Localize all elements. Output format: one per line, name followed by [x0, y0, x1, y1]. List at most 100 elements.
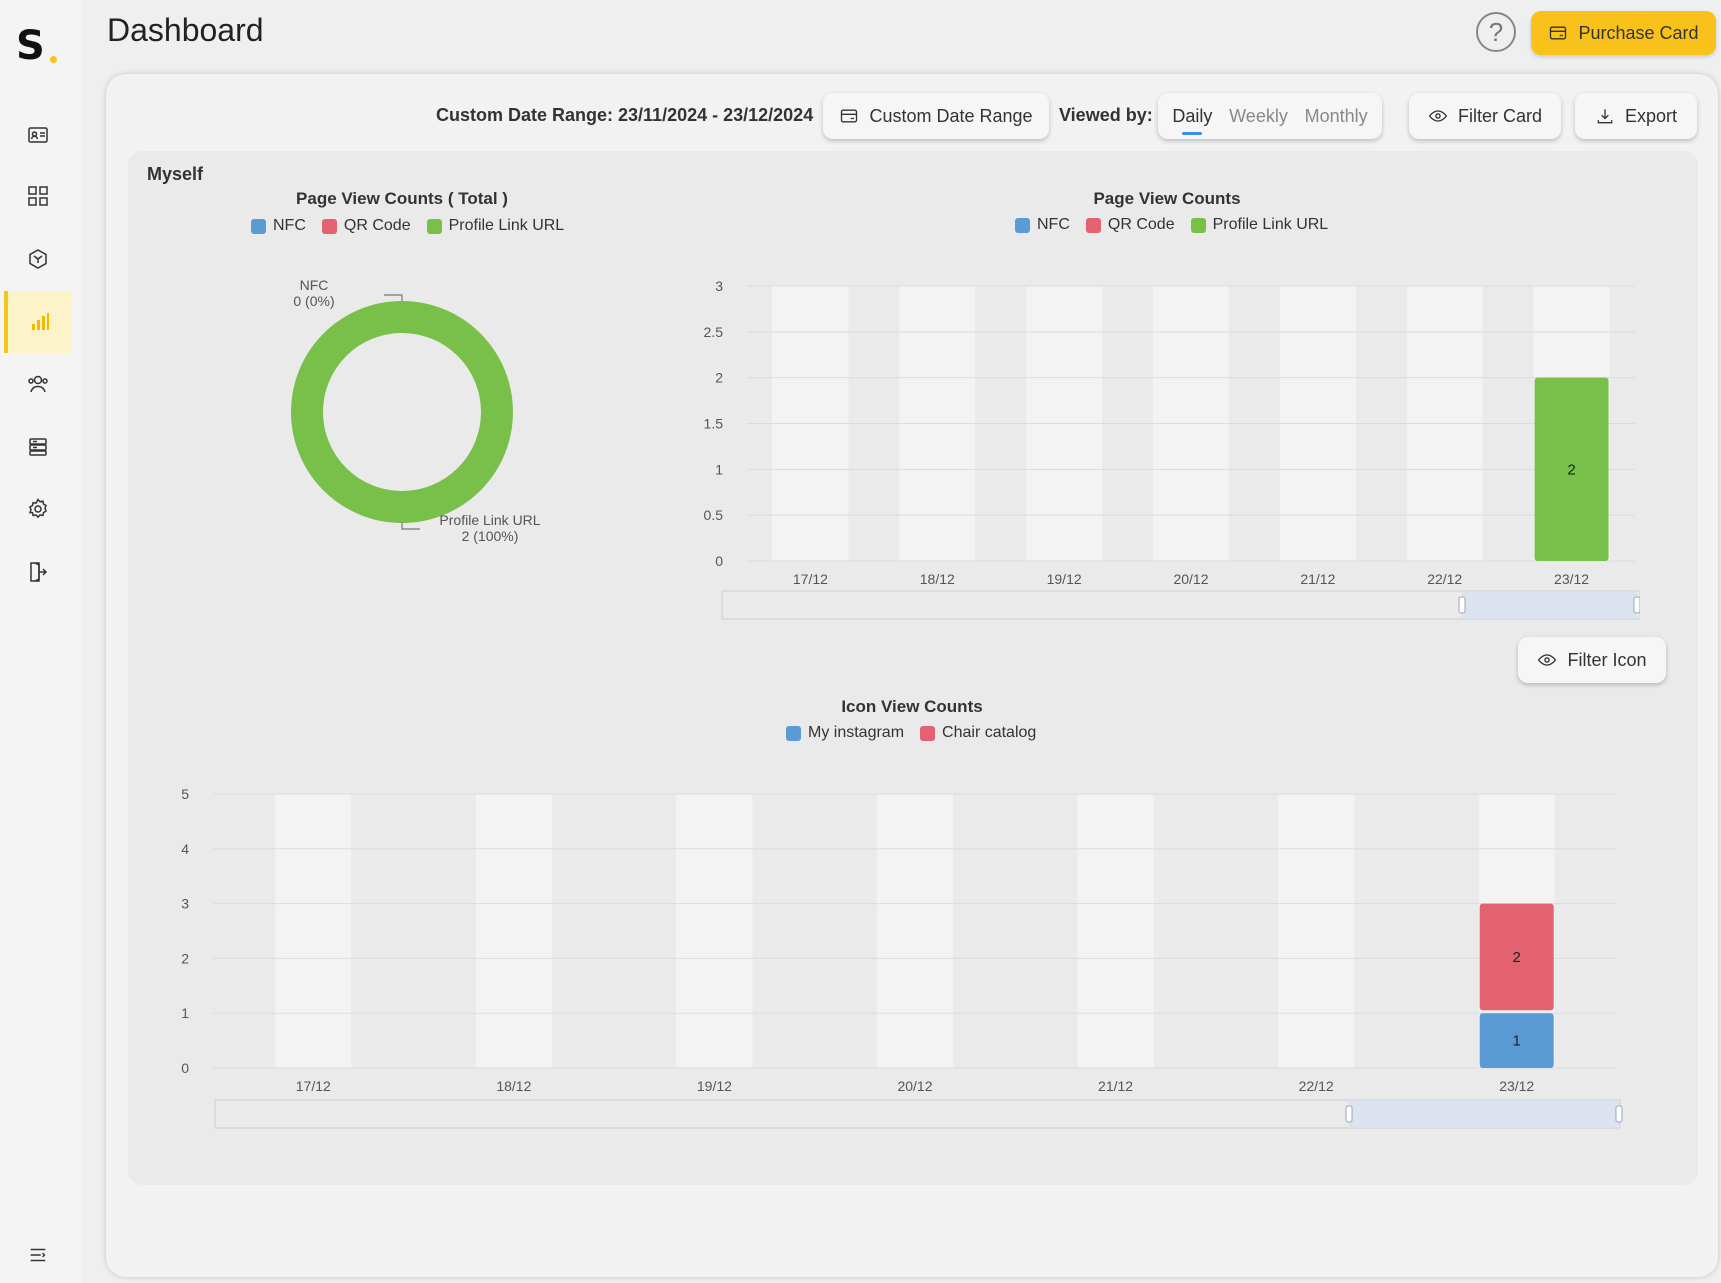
y-tick-label: 2 [181, 950, 189, 966]
legend-label: NFC [1037, 216, 1070, 233]
bar-background [475, 794, 552, 1068]
y-tick-label: 3 [715, 278, 723, 294]
donut-chart-title: Page View Counts ( Total ) [296, 189, 508, 208]
legend-item-nfc[interactable]: NFC [251, 217, 306, 235]
zoom-slider-handle-left[interactable] [1458, 596, 1466, 614]
y-tick-label: 3 [181, 896, 189, 912]
brand-logo-dot [50, 56, 57, 63]
panel-title: Myself [147, 164, 204, 184]
sidebar-item-settings[interactable] [4, 478, 71, 540]
dashboard-grid-icon [27, 186, 48, 206]
legend-swatch [321, 218, 337, 234]
collapse-sidebar-button[interactable] [26, 1243, 50, 1267]
donut-label-line-profile [401, 522, 420, 530]
x-tick-label: 22/12 [1299, 1078, 1334, 1094]
sidebar-item-analytics[interactable] [4, 291, 71, 353]
page-view-legend: NFC QR Code Profile Link URL [1015, 216, 1328, 234]
date-range-text: Custom Date Range: 23/11/2024 - 23/12/20… [436, 105, 814, 125]
x-tick-label: 19/12 [697, 1078, 732, 1094]
filter-icon-button[interactable]: Filter Icon [1518, 637, 1666, 683]
zoom-slider-handle-left[interactable] [1345, 1105, 1353, 1123]
legend-label: QR Code [1107, 216, 1175, 233]
legend-label: Chair catalog [942, 724, 1037, 741]
view-option-daily[interactable]: Daily [1172, 105, 1213, 135]
y-tick-label: 4 [181, 841, 189, 857]
page-view-chart-title: Page View Counts [1093, 189, 1241, 208]
gear-icon [28, 498, 47, 519]
filter-card-label: Filter Card [1457, 105, 1542, 126]
chart-bars: 12 [1479, 903, 1554, 1068]
x-tick-label: 23/12 [1554, 571, 1589, 587]
calendar-card-icon [841, 109, 858, 123]
bar-my-instagram[interactable] [1479, 1013, 1554, 1068]
x-tick-label: 21/12 [1098, 1078, 1133, 1094]
donut-label-profile-value: 2 (100%) [462, 528, 519, 544]
y-axis-ticks: 0 1 2 3 4 5 [181, 786, 189, 1076]
server-icon [28, 438, 47, 456]
custom-date-range-button[interactable]: Custom Date Range [823, 93, 1049, 139]
zoom-slider-handle-right[interactable] [1615, 1105, 1623, 1123]
legend-item-nfc[interactable]: NFC [1015, 216, 1070, 234]
y-tick-label: 0.5 [704, 507, 724, 523]
download-icon [1597, 109, 1613, 124]
legend-swatch [1190, 217, 1206, 233]
cube-icon [28, 249, 47, 269]
sidebar-item-devices[interactable] [4, 416, 71, 478]
zoom-slider-selection[interactable] [1349, 1100, 1619, 1128]
bar-profile-link[interactable] [1534, 377, 1609, 561]
zoom-slider-handle-right[interactable] [1633, 596, 1640, 614]
bar-chair-catalog[interactable] [1479, 903, 1554, 1011]
sidebar-item-profile[interactable] [4, 104, 71, 166]
x-axis-ticks: 17/12 18/12 19/12 20/12 21/12 22/12 23/12 [793, 571, 1589, 587]
sidebar-item-dashboard[interactable] [4, 165, 71, 227]
bar-background [1077, 794, 1154, 1068]
legend-swatch [426, 218, 442, 234]
sidebar-item-users[interactable] [4, 353, 71, 415]
zoom-slider-track[interactable] [721, 590, 1640, 620]
chart-bars: 2 [1534, 377, 1609, 561]
x-tick-label: 17/12 [296, 1078, 331, 1094]
custom-date-range-label: Custom Date Range [869, 105, 1033, 126]
x-tick-label: 19/12 [1047, 571, 1082, 587]
profile-card-icon [27, 127, 48, 143]
y-tick-label: 1 [715, 461, 723, 477]
bar-background [1278, 794, 1355, 1068]
donut-label-nfc-value: 0 (0%) [293, 293, 334, 309]
view-option-monthly[interactable]: Monthly [1304, 105, 1368, 126]
view-option-weekly[interactable]: Weekly [1229, 105, 1288, 126]
legend-swatch [1085, 217, 1101, 233]
filter-card-button[interactable]: Filter Card [1409, 93, 1561, 139]
purchase-card-button[interactable]: Purchase Card [1531, 11, 1716, 55]
chart-grid [213, 793, 1617, 1069]
help-button[interactable]: ? [1476, 12, 1516, 52]
card-icon [1550, 26, 1567, 40]
donut-label-profile-name: Profile Link URL [439, 512, 540, 528]
page-title: Dashboard [107, 12, 264, 48]
x-tick-label: 18/12 [920, 571, 955, 587]
donut-slice-profile-link[interactable] [291, 301, 513, 523]
zoom-slider-selection[interactable] [1462, 591, 1637, 619]
legend-item-qr-code[interactable]: QR Code [1085, 216, 1175, 234]
sidebar-item-logout[interactable] [4, 541, 71, 603]
legend-item-my-instagram[interactable]: My instagram [786, 724, 904, 742]
legend-item-qr-code[interactable]: QR Code [321, 217, 411, 235]
y-tick-label: 0 [181, 1060, 189, 1076]
legend-item-chair-catalog[interactable]: Chair catalog [920, 724, 1036, 742]
eye-icon [1428, 110, 1448, 122]
legend-item-profile-link[interactable]: Profile Link URL [1190, 216, 1328, 234]
y-axis-ticks: 0 0.5 1 1.5 2 2.5 3 [704, 278, 724, 569]
export-button[interactable]: Export [1575, 93, 1697, 139]
x-tick-label: 23/12 [1499, 1078, 1534, 1094]
bar-background [676, 794, 753, 1068]
icon-view-chart-title: Icon View Counts [841, 697, 983, 716]
legend-swatch [251, 218, 266, 234]
menu-collapse-icon [30, 1248, 46, 1262]
export-label: Export [1624, 105, 1678, 126]
legend-label: NFC [273, 217, 306, 234]
chart-grid [747, 285, 1635, 562]
sidebar-item-products[interactable] [4, 228, 71, 290]
purchase-card-label: Purchase Card [1578, 22, 1699, 43]
legend-item-profile-link[interactable]: Profile Link URL [426, 217, 564, 235]
legend-swatch [920, 725, 936, 741]
